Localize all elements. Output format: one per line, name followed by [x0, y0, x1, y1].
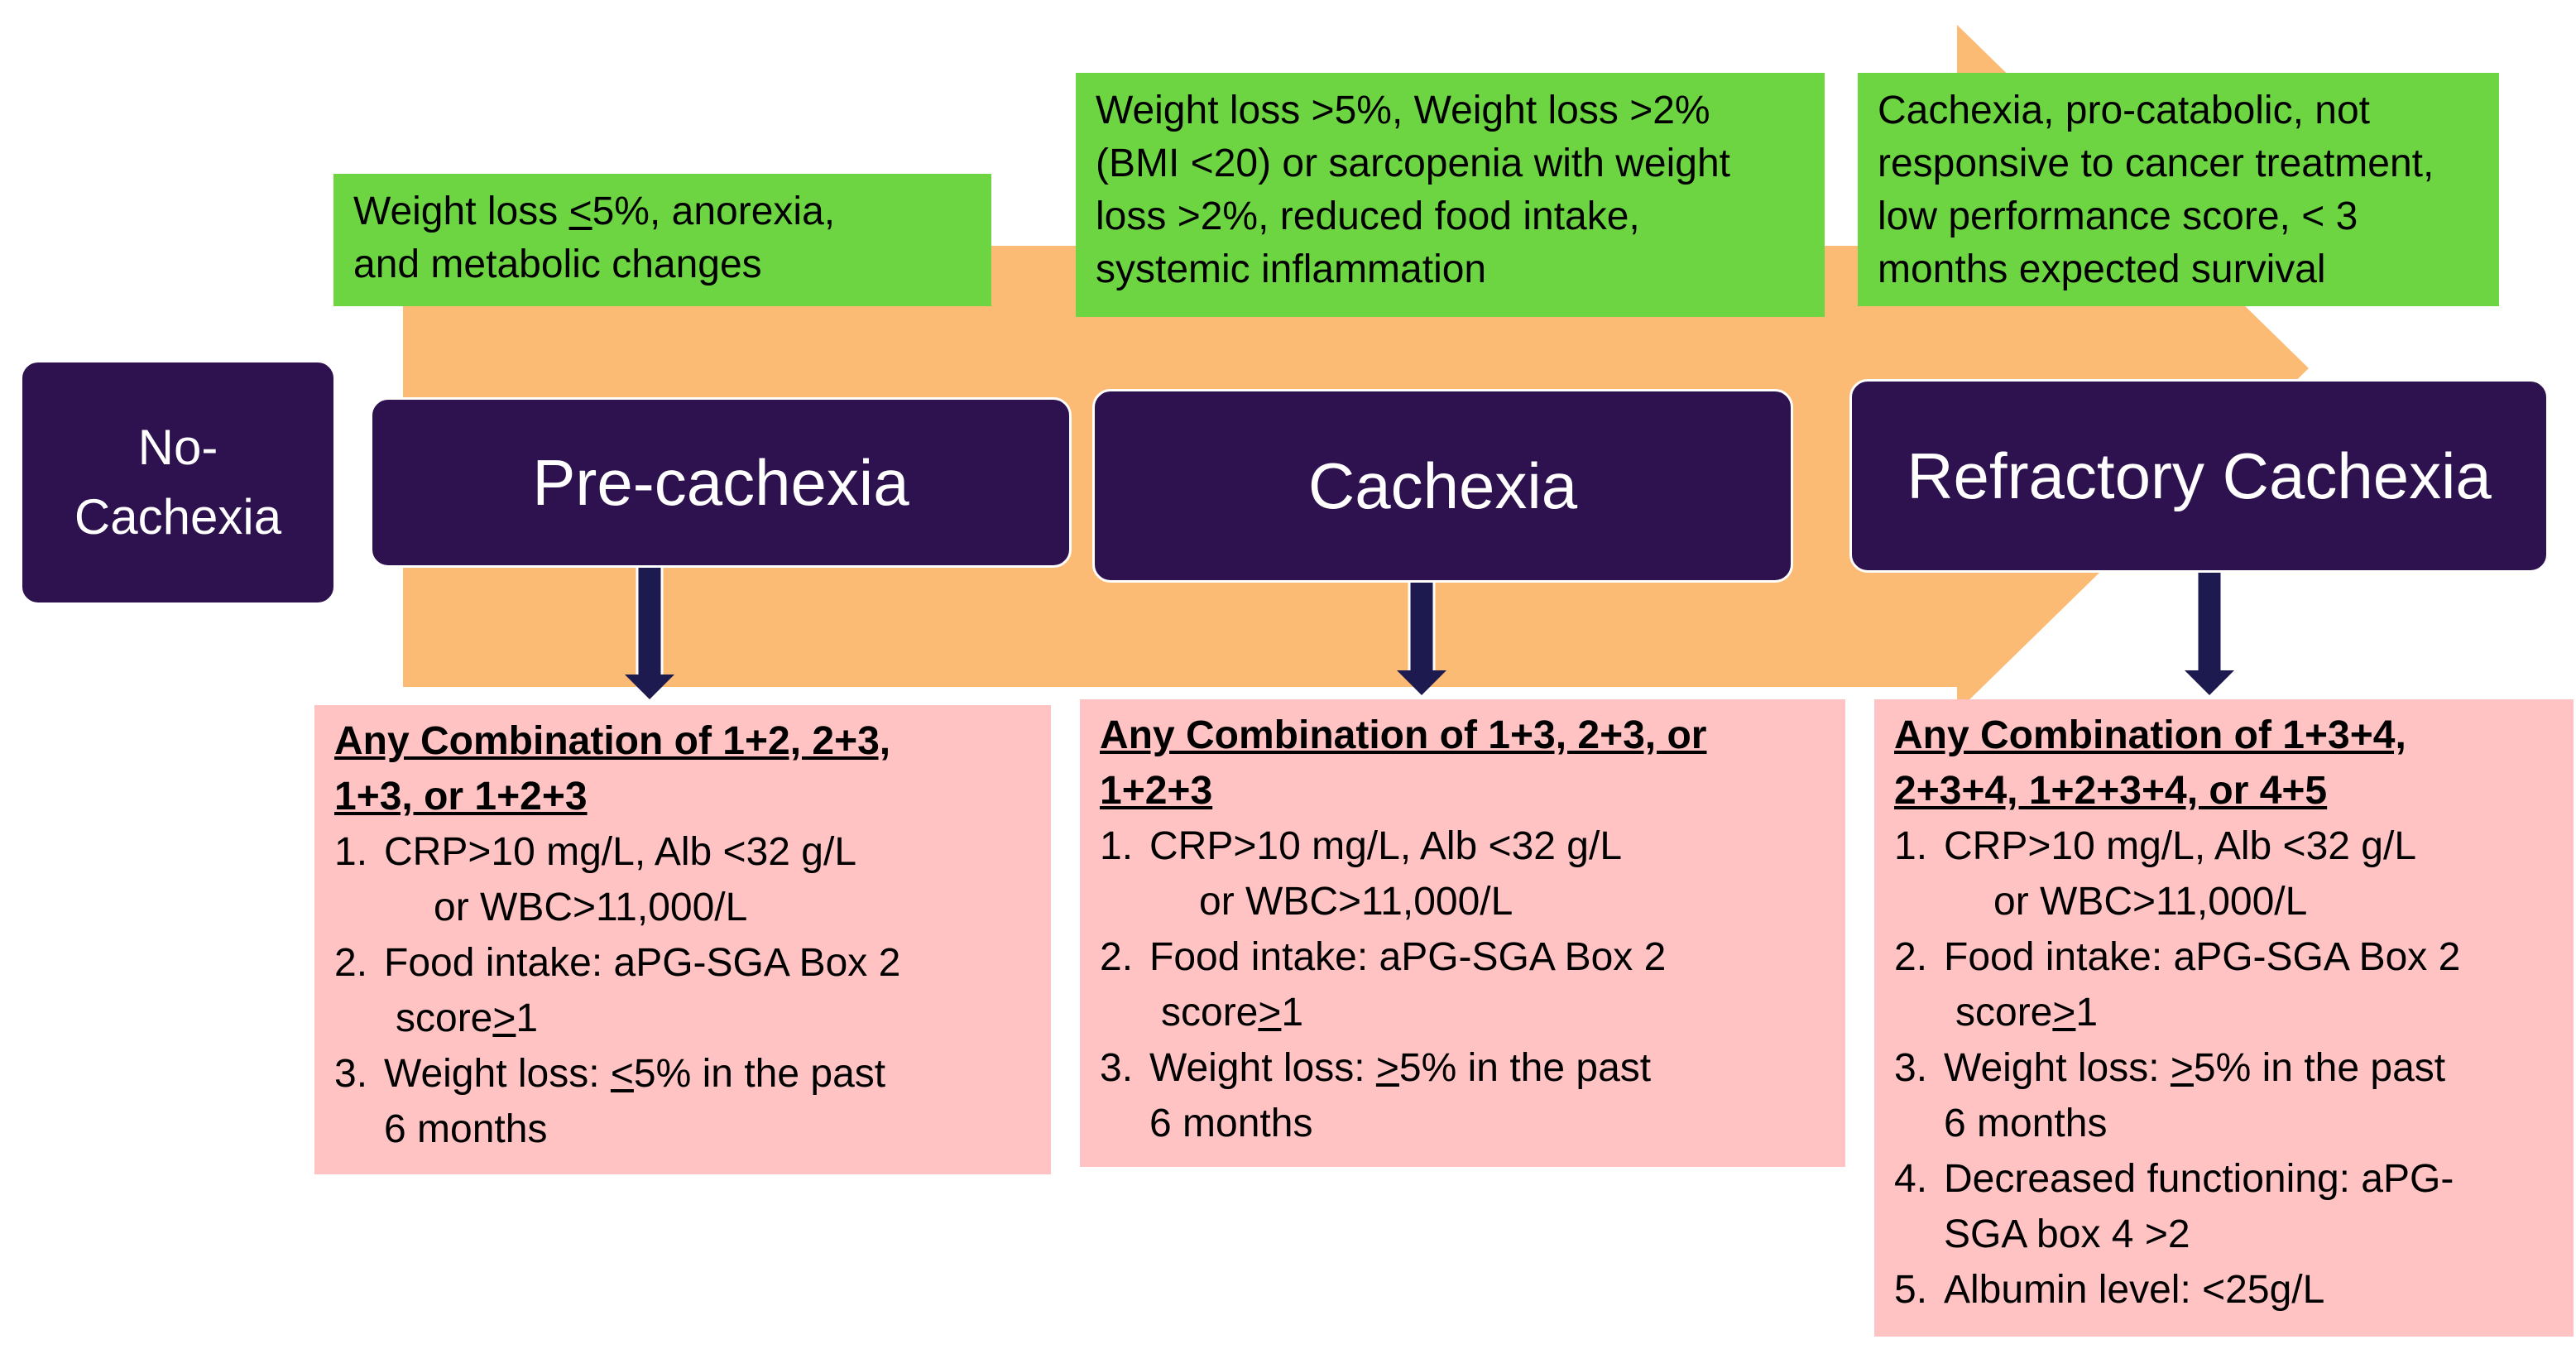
criterion-4: 4. Decreased functioning: aPG- SGA box 4 … [1894, 1157, 2454, 1256]
criterion-5: 5. Albumin level: <25g/L [1894, 1268, 2325, 1312]
criterion-3: 3. Weight loss: >5% in the past 6 months [1894, 1046, 2446, 1145]
description-refractory-line2: responsive to cancer treatment, [1878, 142, 2434, 185]
criteria-cachexia-heading-line1: Any Combination of 1+3, 2+3, or [1100, 713, 1707, 757]
stage-cachexia-label: Cachexia [1307, 449, 1578, 522]
criteria-cachexia: Any Combination of 1+3, 2+3, or 1+2+3 1.… [1080, 699, 1845, 1167]
criterion-2: 2. Food intake: aPG-SGA Box 2 score>1 [334, 941, 901, 1040]
stage-refractory-cachexia: Refractory Cachexia [1849, 379, 2549, 573]
criteria-refractory-cachexia: Any Combination of 1+3+4, 2+3+4, 1+2+3+4… [1874, 699, 2574, 1337]
criterion-1: 1. CRP>10 mg/L, Alb <32 g/L or WBC>11,000… [1100, 824, 1623, 924]
criterion-1: 1. CRP>10 mg/L, Alb <32 g/L or WBC>11,000… [1894, 824, 2417, 924]
stage-cachexia: Cachexia [1092, 389, 1793, 583]
description-cachexia-line4: systemic inflammation [1096, 247, 1487, 291]
description-refractory-line4: months expected survival [1878, 247, 2326, 291]
description-cachexia: Weight loss >5%, Weight loss >2% (BMI <2… [1076, 73, 1825, 317]
criteria-refractory-heading-line1: Any Combination of 1+3+4, [1894, 713, 2406, 757]
stage-no-cachexia-line2: Cachexia [74, 489, 282, 545]
criterion-2: 2. Food intake: aPG-SGA Box 2 score>1 [1894, 935, 2461, 1035]
description-pre-cachexia-line1: Weight loss <5%, anorexia, [353, 190, 836, 233]
criteria-pre-cachexia-heading-line2: 1+3, or 1+2+3 [334, 775, 588, 819]
description-refractory-line1: Cachexia, pro-catabolic, not [1878, 89, 2370, 132]
criteria-cachexia-heading-line2: 1+2+3 [1100, 769, 1213, 813]
description-pre-cachexia: Weight loss <5%, anorexia, and metabolic… [333, 174, 991, 306]
description-cachexia-line1: Weight loss >5%, Weight loss >2% [1096, 89, 1710, 132]
stage-no-cachexia-line1: No- [137, 420, 218, 475]
criterion-2: 2. Food intake: aPG-SGA Box 2 score>1 [1100, 935, 1667, 1035]
criterion-1: 1. CRP>10 mg/L, Alb <32 g/L or WBC>11,000… [334, 830, 857, 929]
criteria-refractory-heading-line2: 2+3+4, 1+2+3+4, or 4+5 [1894, 769, 2328, 813]
connector-arrow-pre-cachexia [625, 561, 674, 699]
description-pre-cachexia-line2: and metabolic changes [353, 242, 762, 286]
stage-no-cachexia: No- Cachexia [20, 360, 336, 605]
stage-refractory-cachexia-label: Refractory Cachexia [1907, 439, 2492, 512]
description-refractory-line3: low performance score, < 3 [1878, 194, 2358, 238]
stage-pre-cachexia-label: Pre-cachexia [532, 445, 909, 519]
description-cachexia-line2: (BMI <20) or sarcopenia with weight [1096, 142, 1731, 185]
description-cachexia-line3: loss >2%, reduced food intake, [1096, 194, 1640, 238]
description-refractory: Cachexia, pro-catabolic, not responsive … [1858, 73, 2499, 306]
criterion-3: 3. Weight loss: >5% in the past 6 months [1100, 1046, 1652, 1145]
connector-arrow-refractory [2185, 565, 2234, 695]
criteria-pre-cachexia: Any Combination of 1+2, 2+3, 1+3, or 1+2… [314, 705, 1051, 1174]
criteria-pre-cachexia-heading-line1: Any Combination of 1+2, 2+3, [334, 719, 891, 763]
criterion-3: 3. Weight loss: <5% in the past 6 months [334, 1052, 886, 1151]
stage-pre-cachexia: Pre-cachexia [370, 397, 1072, 568]
